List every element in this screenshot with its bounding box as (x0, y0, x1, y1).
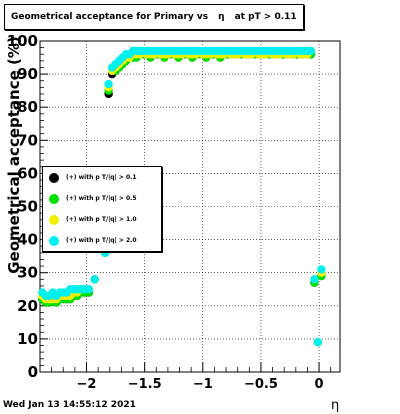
y-tick-label-1: 10 (17, 330, 38, 348)
y-tick-label-5: 50 (17, 198, 38, 216)
data-point-s3-74 (306, 46, 316, 56)
x-tick-label-4: 0 (315, 377, 324, 392)
y-tick-label-0: 0 (28, 363, 38, 381)
y-tick-label-9: 90 (17, 65, 38, 83)
chart-title-left: Geometrical acceptance for Primary vs (11, 12, 209, 22)
x-tick-label-0: −2 (77, 377, 97, 392)
legend-label-2: (+) with p T/|q| > 1.0 (66, 216, 137, 223)
data-point-s3-77 (317, 265, 326, 274)
legend-item-2: (+) with p T/|q| > 1.0 (43, 209, 137, 230)
chart-title-right: at pT > 0.11 (234, 12, 297, 22)
y-tick-label-4: 40 (17, 231, 38, 249)
y-tick-label-8: 80 (17, 98, 38, 116)
x-tick-label-1: −1.5 (128, 377, 162, 392)
y-tick-label-3: 30 (17, 264, 38, 282)
legend-item-3: (+) with p T/|q| > 2.0 (43, 230, 137, 251)
axis-ticks: 0 10 20 30 40 50 60 70 80 90 100 −2 −1.5 −1 −0.5 0 (7, 32, 332, 392)
chart-title-symbol: η (218, 12, 225, 22)
chart-title: Geometrical acceptance for Primary vs η … (4, 4, 304, 30)
timestamp: Wed Jan 13 14:55:12 2021 (3, 400, 136, 410)
legend-label-1: (+) with p T/|q| > 0.5 (66, 195, 137, 202)
data-points (38, 46, 326, 347)
legend-marker-0 (49, 172, 59, 183)
legend-marker-1 (49, 193, 59, 204)
y-tick-label-2: 20 (17, 297, 38, 315)
data-point-s3-13 (84, 285, 94, 294)
series-3 (38, 46, 326, 347)
legend-marker-2 (49, 214, 59, 225)
data-point-s3-76 (313, 338, 323, 347)
x-tick-label-3: −0.5 (244, 377, 278, 392)
legend-label-0: (+) with p T/|q| > 0.1 (66, 174, 137, 181)
legend-item-0: (+) with p T/|q| > 0.1 (43, 167, 137, 188)
data-point-s3-14 (90, 275, 99, 284)
y-tick-label-7: 70 (17, 131, 38, 149)
y-axis-label: Geometrical acceptance (%) (5, 36, 23, 274)
legend-item-1: (+) with p T/|q| > 0.5 (43, 188, 137, 209)
data-point-s3-16 (104, 79, 113, 89)
legend-label-3: (+) with p T/|q| > 2.0 (66, 237, 137, 244)
legend-marker-3 (49, 235, 59, 246)
x-axis-label: η (331, 398, 340, 413)
legend: (+) with p T/|q| > 0.1 (+) with p T/|q| … (42, 166, 162, 252)
y-tick-label-10: 100 (7, 32, 38, 50)
data-point-s3-75 (310, 275, 319, 284)
y-tick-label-6: 60 (17, 164, 38, 182)
x-tick-label-2: −1 (193, 377, 213, 392)
